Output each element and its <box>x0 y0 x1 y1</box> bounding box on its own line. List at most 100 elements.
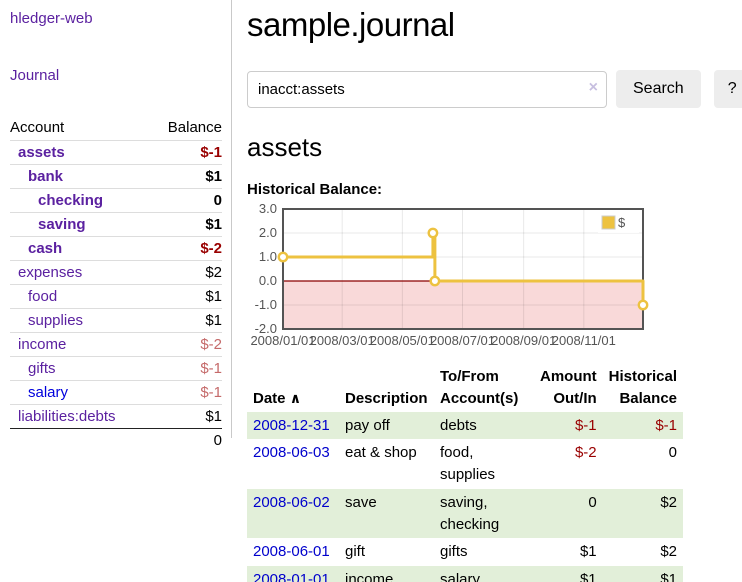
account-balance: $-1 <box>200 360 222 377</box>
account-row: assets $-1 <box>10 140 222 164</box>
account-row: liabilities:debts $1 <box>10 404 222 428</box>
x-tick-label: 2008/07/01 <box>430 333 495 348</box>
chart-frame <box>282 208 644 330</box>
account-balance: $-1 <box>200 144 222 161</box>
register-rows: 2008-12-31 pay off debts $-1 $-1 2008-06-03 ea… <box>247 411 684 582</box>
transaction-date-link[interactable]: 2008-06-01 <box>253 543 330 561</box>
legend-swatch <box>601 215 616 230</box>
account-balance: $-2 <box>200 336 222 353</box>
account-balance: $-1 <box>200 384 222 401</box>
y-tick-label: 1.0 <box>259 249 277 264</box>
data-point-marker <box>637 299 649 311</box>
accounts-total-value: 0 <box>213 432 222 449</box>
y-tick-label: 3.0 <box>259 204 277 216</box>
chart-svg: $3.0 2.0 1.0 0.0 -1.0 -2.02008/01/012008/03/0… <box>250 201 649 348</box>
transaction-date-link[interactable]: 2008-12-31 <box>253 416 330 434</box>
account-row: income $-2 <box>10 332 222 356</box>
register-cell-description: pay off <box>345 416 390 434</box>
account-link-gifts[interactable]: gifts <box>28 360 56 377</box>
transaction-date-link[interactable]: 2008-01-01 <box>253 571 330 582</box>
register-cell-accounts: food, supplies <box>440 444 496 483</box>
register-cell-balance: $2 <box>660 493 678 511</box>
register-header-accounts: To/From Account(s) <box>440 368 519 407</box>
register-header-balance: Historical Balance <box>608 368 678 407</box>
account-row: gifts $-1 <box>10 356 222 380</box>
register-cell-date: 2008-12-31 <box>247 412 339 440</box>
accounts-rows: assets $-1 bank $1 checking 0 saving $1 cash $-2 e… <box>10 140 222 428</box>
account-link-food[interactable]: food <box>28 288 58 305</box>
sidebar: hledger-web Journal Account Balance asse… <box>0 0 231 452</box>
sidebar-item-journal[interactable]: Journal <box>10 67 60 84</box>
account-link-salary[interactable]: salary <box>28 384 69 401</box>
account-row: checking 0 <box>10 188 222 212</box>
transaction-date-link[interactable]: 2008-06-02 <box>253 493 330 511</box>
accounts-total-row: 0 <box>10 428 222 452</box>
account-balance: 0 <box>213 192 222 209</box>
register-cell-amount: $-2 <box>574 444 597 462</box>
register-cell-balance: 0 <box>668 444 678 462</box>
date-header-label: Date <box>253 389 286 407</box>
account-row: saving $1 <box>10 212 222 236</box>
search-form: × Search ? <box>247 70 742 108</box>
register-cell-description: save <box>345 493 377 511</box>
account-link-income[interactable]: income <box>18 336 67 353</box>
search-input[interactable] <box>247 70 607 108</box>
register-cell-balance: $-1 <box>655 416 678 434</box>
account-balance: $1 <box>205 312 222 329</box>
account-link-supplies[interactable]: supplies <box>28 312 84 329</box>
register-row: 2008-12-31 pay off debts $-1 $-1 <box>247 411 684 440</box>
account-balance: $1 <box>205 168 222 185</box>
register-row: 2008-01-01 income salary $1 $1 <box>247 566 684 582</box>
accounts-table: Account Balance assets $-1 bank $1 checking 0… <box>10 116 222 452</box>
transaction-date-link[interactable]: 2008-06-03 <box>253 444 330 462</box>
register-row: 2008-06-03 eat & shop food, supplies $-2 0 <box>247 439 683 489</box>
register-cell-balance: $1 <box>660 571 678 582</box>
account-link-liabilities-debts[interactable]: liabilities:debts <box>18 408 116 425</box>
account-row: bank $1 <box>10 164 222 188</box>
main-content: sample.journal × Search ? assets Histori… <box>247 0 742 582</box>
account-balance: $2 <box>205 264 222 281</box>
app-title-link[interactable]: hledger-web <box>10 10 93 27</box>
account-balance: $1 <box>205 216 222 233</box>
account-row: supplies $1 <box>10 308 222 332</box>
page-title: sample.journal <box>247 6 455 43</box>
account-link-bank[interactable]: bank <box>28 168 64 185</box>
register-cell-amount: 0 <box>588 493 597 511</box>
x-tick-label: 2008/11/01 <box>552 333 616 348</box>
accounts-header-account: Account <box>10 119 65 136</box>
data-point-marker <box>427 227 439 239</box>
account-row: cash $-2 <box>10 236 222 260</box>
historical-balance-chart[interactable]: $3.0 2.0 1.0 0.0 -1.0 -2.0 2008/01/01 2008/03/0… <box>247 201 651 354</box>
account-link-saving[interactable]: saving <box>38 216 86 233</box>
account-link-checking[interactable]: checking <box>38 192 104 209</box>
negative-region <box>283 281 643 329</box>
account-link-expenses[interactable]: expenses <box>18 264 83 281</box>
register-cell-accounts: debts <box>440 416 477 434</box>
register-cell-accounts: salary <box>440 571 481 582</box>
search-box: × <box>247 70 607 108</box>
help-button[interactable]: ? <box>713 70 742 108</box>
x-tick-label: 2008/05/01 <box>370 333 435 348</box>
chart-title: Historical Balance: <box>247 181 383 198</box>
register-cell-balance: $2 <box>660 543 678 561</box>
search-button[interactable]: Search <box>616 70 701 108</box>
register-cell-date: 2008-06-03 <box>247 439 339 489</box>
account-row: expenses $2 <box>10 260 222 284</box>
account-balance: $1 <box>205 288 222 305</box>
clear-search-icon[interactable]: × <box>588 78 598 96</box>
account-link-cash[interactable]: cash <box>28 240 63 257</box>
account-heading: assets <box>247 132 323 162</box>
account-link-assets[interactable]: assets <box>18 144 65 161</box>
register-cell-date: 2008-06-02 <box>247 489 339 539</box>
account-row: salary $-1 <box>10 380 222 404</box>
accounts-table-header: Account Balance <box>10 116 222 140</box>
register-cell-description: income <box>345 571 394 582</box>
register-header-date[interactable]: Date ∧ <box>247 364 339 412</box>
x-tick-label: 2008/01/01 <box>250 333 315 348</box>
register-cell-amount: $1 <box>579 543 597 561</box>
y-tick-label: -1.0 <box>255 297 277 312</box>
y-tick-label: -2.0 <box>255 321 277 336</box>
sidebar-divider <box>231 0 232 438</box>
accounts-header-balance: Balance <box>167 119 222 136</box>
